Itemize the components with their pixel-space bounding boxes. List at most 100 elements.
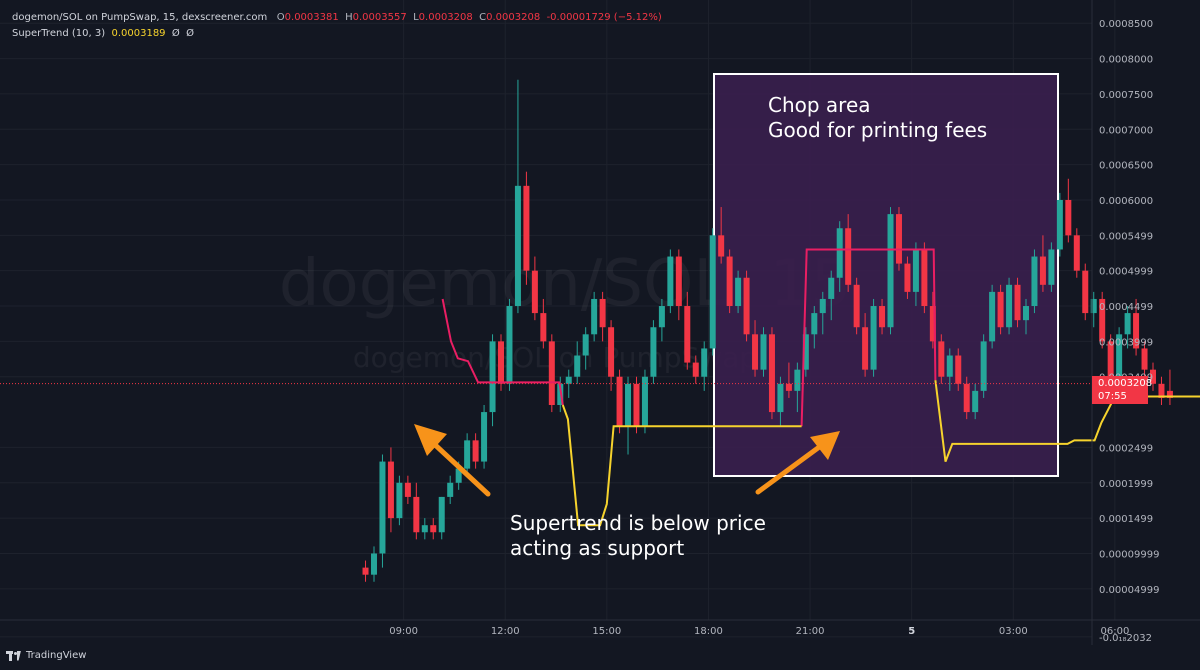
- chop-area-line1: Chop area: [768, 93, 871, 117]
- candle-body-45: [743, 277, 750, 335]
- candle-8: [430, 518, 437, 540]
- candle-body-58: [853, 284, 860, 328]
- candle-body-92: [1141, 348, 1148, 370]
- candle-25: [574, 341, 581, 384]
- candle-body-56: [836, 228, 843, 278]
- candle-15: [489, 334, 496, 427]
- time-tick-7: 06:00: [1100, 626, 1129, 637]
- candle-body-64: [904, 263, 911, 292]
- candle-91: [1133, 298, 1140, 356]
- candle-body-83: [1065, 199, 1072, 236]
- candle-body-28: [599, 298, 606, 328]
- candle-body-46: [752, 334, 759, 370]
- candle-body-41: [709, 235, 716, 349]
- candle-87: [1099, 291, 1106, 349]
- candle-29: [608, 320, 615, 391]
- last-price-value: 0.0003208: [1098, 378, 1153, 389]
- legend-indicator-row[interactable]: SuperTrend (10, 3) 0.0003189 Ø Ø: [12, 26, 662, 42]
- legend-low-value: 0.0003208: [418, 12, 473, 23]
- candle-42: [718, 207, 725, 264]
- price-tick-13: 0.0001499: [1099, 514, 1153, 525]
- tradingview-branding[interactable]: TradingView: [6, 650, 86, 661]
- candle-4: [396, 475, 403, 526]
- candle-54: [819, 291, 826, 335]
- legend-low-label: L: [413, 12, 419, 23]
- candle-1: [370, 546, 377, 582]
- legend-title: dogemon/SOL on PumpSwap, 15, dexscreener…: [12, 12, 268, 23]
- candle-body-91: [1133, 313, 1140, 349]
- price-tick-6: 0.0005499: [1099, 231, 1153, 242]
- support-annotation: Supertrend is below price acting as supp…: [510, 511, 766, 561]
- legend-close-value: 0.0003208: [486, 12, 541, 23]
- candle-93: [1150, 362, 1157, 391]
- time-tick-4: 21:00: [796, 626, 825, 637]
- support-arrow-left: [414, 424, 491, 497]
- support-line1: Supertrend is below price: [510, 511, 766, 535]
- candle-body-42: [718, 235, 725, 257]
- candle-68: [938, 334, 945, 384]
- legend-close-label: C: [479, 12, 487, 23]
- candle-body-0: [362, 567, 369, 575]
- candle-body-49: [777, 383, 784, 413]
- candle-38: [684, 291, 691, 370]
- chop-area-line2: Good for printing fees: [768, 118, 988, 142]
- legend-ohlc-row: dogemon/SOL on PumpSwap, 15, dexscreener…: [12, 10, 662, 26]
- candle-body-8: [430, 525, 437, 533]
- candle-37: [675, 249, 682, 321]
- candle-48: [768, 327, 775, 420]
- candle-43: [726, 249, 733, 314]
- candle-52: [802, 327, 809, 377]
- candle-69: [946, 348, 953, 391]
- candle-body-77: [1014, 284, 1021, 321]
- candle-0: [362, 560, 369, 582]
- candle-44: [735, 270, 742, 314]
- time-tick-0: 09:00: [389, 626, 418, 637]
- candle-body-6: [413, 496, 420, 533]
- candle-41: [709, 228, 716, 356]
- candle-body-76: [1006, 284, 1013, 328]
- candle-27: [591, 291, 598, 342]
- candle-72: [972, 383, 979, 420]
- supertrend-down-0: [441, 298, 564, 406]
- candle-32: [633, 376, 640, 434]
- time-tick-6: 03:00: [999, 626, 1028, 637]
- tradingview-logo-icon: [6, 650, 22, 661]
- candle-body-87: [1099, 298, 1106, 342]
- candle-body-74: [989, 291, 996, 342]
- candle-body-68: [938, 341, 945, 377]
- candle-77: [1014, 277, 1021, 328]
- candle-84: [1073, 228, 1080, 278]
- candle-body-37: [675, 256, 682, 307]
- price-tick-5: 0.0006000: [1099, 196, 1153, 207]
- candle-35: [658, 298, 665, 342]
- candle-body-44: [735, 277, 742, 307]
- candle-36: [667, 249, 674, 314]
- candle-body-13: [472, 440, 479, 462]
- time-axis[interactable]: 09:0012:0015:0018:0021:00503:0006:0009:0…: [0, 619, 1200, 637]
- candle-body-2: [379, 461, 386, 554]
- candle-body-88: [1107, 341, 1114, 384]
- candle-body-12: [464, 440, 471, 469]
- legend-high-label: H: [345, 12, 353, 23]
- candle-18: [514, 79, 521, 314]
- candle-67: [929, 291, 936, 349]
- candle-6: [413, 482, 420, 540]
- candle-body-79: [1031, 256, 1038, 307]
- candle-body-19: [523, 185, 530, 271]
- candle-body-48: [768, 334, 775, 413]
- candle-76: [1006, 277, 1013, 335]
- candle-body-7: [421, 525, 428, 533]
- supertrend-up-1: [934, 380, 1200, 462]
- candle-39: [692, 355, 699, 384]
- candle-49: [777, 376, 784, 427]
- candle-63: [895, 207, 902, 271]
- candle-95: [1166, 369, 1173, 406]
- candle-58: [853, 277, 860, 335]
- candle-body-24: [565, 376, 572, 384]
- candle-59: [862, 313, 869, 377]
- candle-body-34: [650, 327, 657, 377]
- time-tick-2: 15:00: [592, 626, 621, 637]
- price-tick-14: 0.00009999: [1099, 549, 1159, 560]
- candle-body-78: [1022, 306, 1029, 321]
